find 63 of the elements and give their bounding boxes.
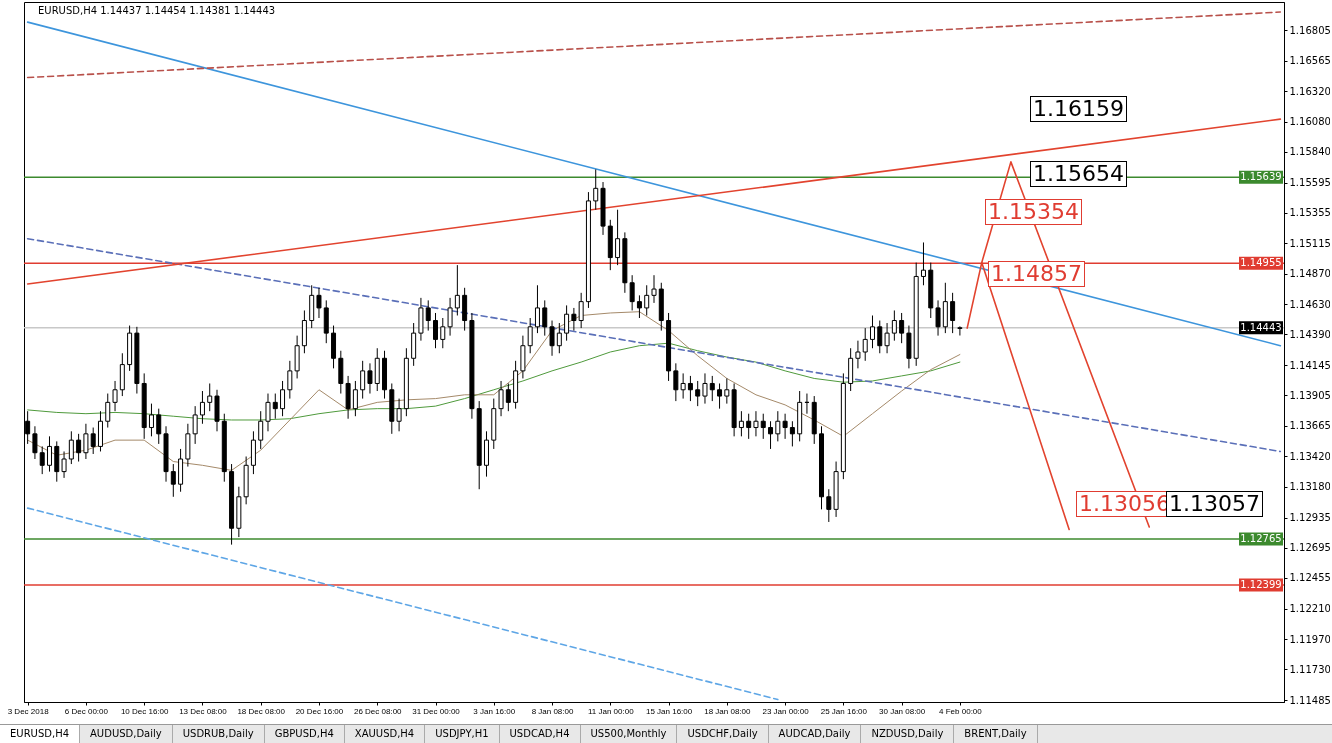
y-tick-label: 1.14145 — [1289, 359, 1331, 371]
text: AUDCAD,Daily — [768, 725, 862, 743]
x-tick-label: 10 Dec 16:00 — [120, 706, 170, 716]
x-tick-label: 8 Jan 08:00 — [531, 706, 574, 716]
ref-line-label: 1.12399 — [1240, 579, 1282, 591]
x-tick-label: 13 Dec 08:00 — [179, 706, 228, 716]
text: XAUUSD,H4 — [344, 725, 426, 743]
chart-title: EURUSD,H4 1.14437 1.14454 1.14381 1.14443 — [38, 5, 276, 16]
y-tick-label: 1.11485 — [1289, 694, 1331, 706]
x-tick-label: 20 Dec 16:00 — [295, 706, 344, 716]
y-tick-label: 1.11970 — [1289, 633, 1331, 645]
x-tick-label: 15 Jan 16:00 — [645, 706, 693, 716]
ref-line-label: 1.14443 — [1240, 321, 1282, 333]
y-tick-label: 1.14630 — [1289, 298, 1331, 310]
x-tick-label: 18 Dec 08:00 — [237, 706, 286, 716]
y-tick-label: 1.14390 — [1289, 328, 1331, 340]
ref-line-label: 1.15639 — [1240, 171, 1282, 183]
annotation: 1.15354 — [985, 199, 1082, 225]
y-tick-label: 1.12210 — [1289, 603, 1331, 615]
ref-line-label: 1.14955 — [1240, 257, 1282, 269]
y-tick-label: 1.13905 — [1289, 389, 1331, 401]
text: EURUSD,H4 — [0, 725, 81, 743]
x-tick-label: 6 Dec 00:00 — [64, 706, 109, 716]
y-tick-label: 1.14870 — [1289, 268, 1331, 280]
x-tick-label: 23 Jan 00:00 — [762, 706, 810, 716]
y-tick-label: 1.13420 — [1289, 451, 1331, 462]
annotation: 1.14857 — [988, 261, 1085, 287]
y-tick-label: 1.15115 — [1289, 237, 1331, 249]
text: AUDUSD,Daily — [80, 725, 173, 743]
text: US500,Monthly — [580, 725, 678, 743]
text: USDCAD,H4 — [499, 725, 581, 743]
text: USDJPY,H1 — [425, 725, 500, 743]
y-tick-label: 1.11730 — [1289, 663, 1331, 675]
annotation: 1.13057 — [1166, 491, 1263, 517]
y-tick-label: 1.15355 — [1289, 207, 1331, 219]
annotation: 1.16159 — [1030, 96, 1127, 122]
y-tick-label: 1.16320 — [1289, 85, 1331, 97]
x-tick-label: 4 Feb 00:00 — [939, 706, 983, 716]
x-tick-label: 26 Dec 08:00 — [353, 706, 403, 716]
y-tick-label: 1.12695 — [1289, 542, 1331, 554]
y-tick-label: 1.15595 — [1289, 177, 1331, 189]
ref-line-label: 1.12765 — [1240, 532, 1282, 544]
x-tick-label: 3 Dec 2018 — [7, 706, 50, 716]
x-tick-label: 18 Jan 08:00 — [704, 706, 752, 716]
text: USDCHF,Daily — [677, 725, 769, 743]
y-tick-label: 1.13180 — [1289, 481, 1331, 493]
y-tick-label: 1.16080 — [1289, 116, 1331, 128]
x-tick-label: 11 Jan 00:00 — [587, 706, 635, 716]
x-tick-label: 3 Jan 16:00 — [473, 706, 516, 716]
y-tick-label: 1.15840 — [1289, 146, 1331, 158]
y-tick-label: 1.16805 — [1289, 24, 1331, 36]
text: NZDUSD,Daily — [861, 725, 955, 743]
y-tick-label: 1.12455 — [1289, 572, 1331, 584]
x-tick-label: 31 Dec 00:00 — [412, 706, 461, 716]
y-tick-label: 1.13665 — [1289, 420, 1331, 432]
text: BRENT,Daily — [954, 725, 1038, 743]
y-tick-label: 1.12935 — [1289, 512, 1331, 524]
y-tick-label: 1.16565 — [1289, 55, 1331, 67]
annotation: 1.15654 — [1030, 161, 1127, 187]
x-tick-label: 25 Jan 16:00 — [820, 706, 868, 716]
x-tick-label: 30 Jan 08:00 — [879, 706, 926, 716]
text: USDRUB,Daily — [172, 725, 265, 743]
text: GBPUSD,H4 — [264, 725, 345, 743]
